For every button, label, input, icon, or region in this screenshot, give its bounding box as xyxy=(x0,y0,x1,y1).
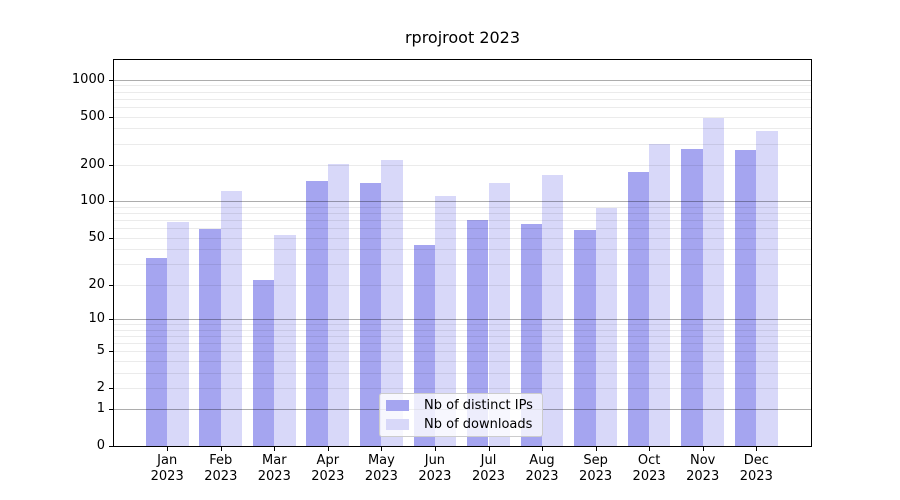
x-axis-tick-label: Jul 2023 xyxy=(471,453,506,484)
bar-distinct-ips xyxy=(627,172,650,446)
bar-downloads xyxy=(381,160,403,446)
bar-downloads xyxy=(756,130,778,446)
y-axis-tick xyxy=(109,284,113,286)
x-axis-tick-label: Jan 2023 xyxy=(150,453,184,484)
y-axis-tick-label: 10 xyxy=(88,310,105,326)
legend-swatch-distinct-ips xyxy=(386,400,409,411)
x-axis-tick xyxy=(756,447,758,451)
x-axis-tick xyxy=(327,447,329,451)
y-axis-tick xyxy=(109,351,113,352)
bar-downloads xyxy=(327,164,350,446)
y-axis-tick xyxy=(109,201,113,203)
x-axis-tick xyxy=(702,447,704,451)
x-axis-tick xyxy=(274,447,276,451)
y-axis-tick-label: 5 xyxy=(96,343,105,358)
y-axis-tick xyxy=(109,446,113,447)
plot-area: Nb of distinct IPs Nb of downloads xyxy=(113,59,812,447)
x-axis-tick xyxy=(488,447,490,451)
bar-downloads xyxy=(542,175,564,446)
y-axis-tick xyxy=(109,387,113,389)
bar-downloads xyxy=(649,143,671,446)
bar-distinct-ips xyxy=(467,220,489,446)
x-axis-tick-label: Feb 2023 xyxy=(204,453,238,484)
bar-downloads xyxy=(434,196,457,446)
bar-distinct-ips xyxy=(520,223,542,446)
x-axis-tick-label: Apr 2023 xyxy=(311,453,345,484)
legend-label-distinct-ips: Nb of distinct IPs xyxy=(424,398,533,413)
bar-downloads xyxy=(274,234,296,446)
bar-downloads xyxy=(595,207,617,446)
legend: Nb of distinct IPs Nb of downloads xyxy=(379,393,543,437)
chart-title: rprojroot 2023 xyxy=(404,28,521,47)
bar-distinct-ips xyxy=(252,279,275,446)
bar-distinct-ips xyxy=(199,229,221,446)
x-axis-tick xyxy=(220,447,222,451)
y-axis-tick-label: 1000 xyxy=(71,71,105,87)
gridline-minor xyxy=(114,98,811,100)
gridline-minor xyxy=(114,106,811,108)
bar-distinct-ips xyxy=(145,257,168,446)
x-axis-tick-label: Nov 2023 xyxy=(686,453,720,484)
y-axis-tick xyxy=(109,237,113,239)
y-axis-tick-label: 50 xyxy=(88,229,105,245)
x-axis-tick xyxy=(381,447,383,451)
x-axis-tick-label: May 2023 xyxy=(364,453,398,484)
bar-distinct-ips xyxy=(574,229,596,446)
x-axis-tick-label: Dec 2023 xyxy=(739,453,773,484)
x-axis-tick-label: Aug 2023 xyxy=(525,453,559,484)
bar-downloads xyxy=(167,221,189,446)
legend-item-downloads: Nb of downloads xyxy=(386,417,542,432)
y-axis-tick xyxy=(109,79,113,81)
y-axis-tick-label: 20 xyxy=(88,276,105,292)
bar-distinct-ips xyxy=(734,149,757,446)
x-axis-tick-label: Mar 2023 xyxy=(257,453,291,484)
bar-distinct-ips xyxy=(360,182,382,446)
y-axis-tick-label: 2 xyxy=(96,379,105,395)
y-axis-tick xyxy=(109,164,113,166)
legend-label-downloads: Nb of downloads xyxy=(424,417,533,432)
x-axis-tick xyxy=(649,447,651,451)
gridline-minor xyxy=(114,85,811,87)
y-axis-tick-label: 1 xyxy=(96,401,105,417)
x-axis-tick xyxy=(542,447,543,451)
y-axis-tick-label: 0 xyxy=(96,438,105,453)
bar-downloads xyxy=(488,182,510,446)
y-axis-tick xyxy=(109,116,113,118)
y-axis-tick-label: 500 xyxy=(80,108,105,124)
x-axis-tick xyxy=(167,447,169,451)
bar-downloads xyxy=(702,118,725,446)
gridline-minor xyxy=(114,91,811,93)
gridline-major xyxy=(114,79,811,81)
y-axis-tick xyxy=(109,409,113,411)
x-axis-tick-label: Oct 2023 xyxy=(632,453,666,484)
y-axis-tick-label: 200 xyxy=(80,156,105,172)
y-axis-tick-label: 100 xyxy=(80,193,105,209)
legend-item-distinct-ips: Nb of distinct IPs xyxy=(386,398,542,413)
legend-swatch-downloads xyxy=(386,419,409,430)
bar-distinct-ips xyxy=(681,148,703,446)
x-axis-tick xyxy=(595,447,597,451)
y-axis-tick xyxy=(109,318,113,320)
bar-downloads xyxy=(220,190,243,446)
x-axis-tick-label: Jun 2023 xyxy=(418,453,452,484)
x-axis-tick xyxy=(434,447,436,451)
x-axis-tick-label: Sep 2023 xyxy=(579,453,613,484)
bar-distinct-ips xyxy=(306,180,328,446)
